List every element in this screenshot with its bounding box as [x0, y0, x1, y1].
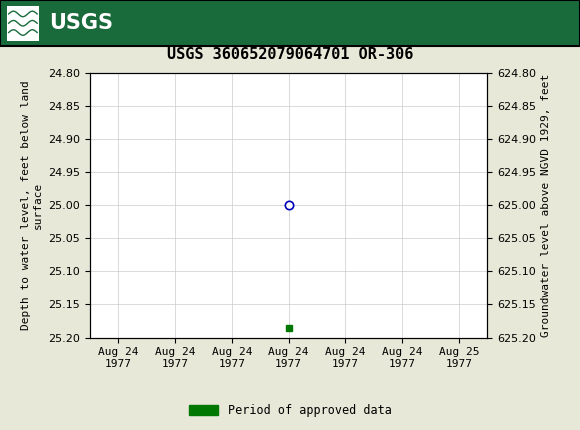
Y-axis label: Depth to water level, feet below land
surface: Depth to water level, feet below land su… [21, 80, 42, 330]
Legend: Period of approved data: Period of approved data [184, 399, 396, 422]
Text: USGS 360652079064701 OR-306: USGS 360652079064701 OR-306 [167, 47, 413, 62]
Bar [7, 6, 39, 41]
Y-axis label: Groundwater level above NGVD 1929, feet: Groundwater level above NGVD 1929, feet [542, 74, 552, 337]
FancyBboxPatch shape [0, 0, 580, 46]
Text: USGS: USGS [49, 13, 113, 33]
